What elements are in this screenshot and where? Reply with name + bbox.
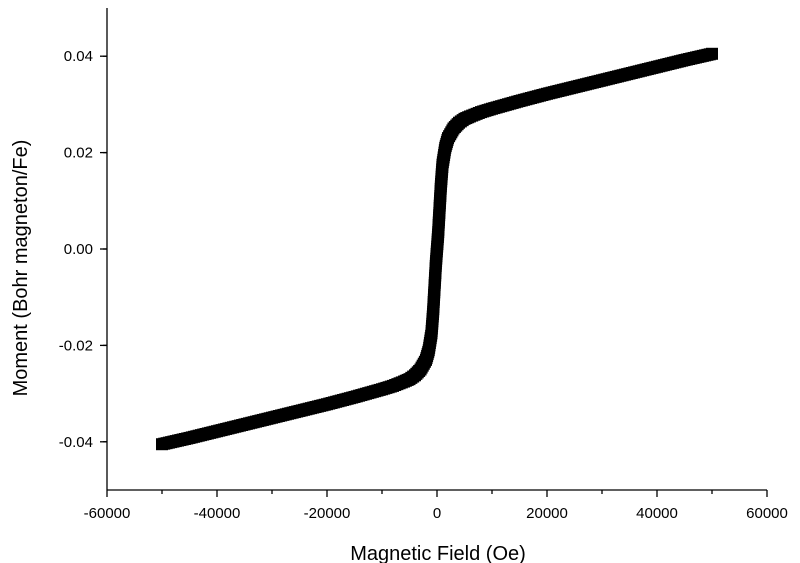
- x-tick-label: 20000: [526, 505, 568, 522]
- data-markers: [156, 47, 718, 451]
- x-tick-label: -60000: [84, 505, 131, 522]
- y-tick-label: 0.02: [64, 145, 93, 162]
- y-tick-label: 0.04: [64, 48, 93, 65]
- x-tick-label: -40000: [194, 505, 241, 522]
- y-axis-title: Moment (Bohr magneton/Fe): [10, 140, 32, 397]
- y-tick-label: -0.02: [59, 337, 93, 354]
- y-axis-ticks: -0.04 -0.02 0.00 0.02 0.04: [59, 48, 107, 451]
- x-tick-label: 60000: [746, 505, 788, 522]
- data-point: [706, 47, 718, 60]
- x-axis-title: Magnetic Field (Oe): [350, 543, 526, 563]
- x-axis-ticks: -60000 -40000 -20000 0 20000 40000 60000: [84, 490, 788, 522]
- y-tick-label: -0.04: [59, 434, 93, 451]
- x-tick-label: 40000: [636, 505, 678, 522]
- y-tick-label: 0.00: [64, 241, 93, 258]
- x-tick-label: 0: [433, 505, 441, 522]
- x-tick-label: -20000: [304, 505, 351, 522]
